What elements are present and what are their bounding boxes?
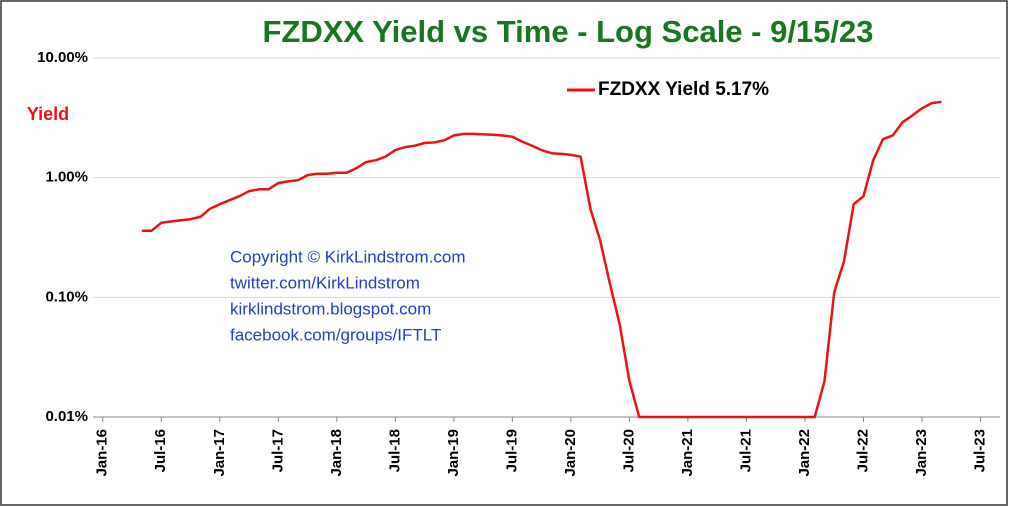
series-line [141, 100, 942, 419]
x-tick-label: Jan-23 [913, 429, 930, 477]
x-tick-label: Jul-17 [269, 429, 286, 472]
y-tick-label: 0.01% [45, 408, 88, 425]
annotation: Copyright © KirkLindstrom.com [230, 247, 466, 266]
x-tick-label: Jul-22 [854, 429, 871, 472]
x-tick-label: Jul-20 [620, 429, 637, 472]
x-tick-label: Jul-19 [503, 429, 520, 472]
x-tick-label: Jul-23 [971, 429, 988, 472]
y-tick-label: 0.10% [45, 288, 88, 305]
y-axis-label: Yield [27, 104, 69, 124]
x-tick-label: Jan-17 [211, 429, 228, 477]
x-tick-label: Jul-18 [386, 429, 403, 472]
annotation: kirklindstrom.blogspot.com [230, 299, 431, 318]
x-tick-label: Jan-22 [796, 429, 813, 477]
y-tick-label: 10.00% [37, 49, 88, 66]
x-tick-label: Jan-20 [562, 429, 579, 477]
x-tick-label: Jul-16 [152, 429, 169, 472]
x-tick-label: Jan-19 [445, 429, 462, 477]
annotation: twitter.com/KirkLindstrom [230, 273, 420, 292]
x-tick-label: Jan-21 [679, 429, 696, 477]
x-tick-label: Jan-18 [328, 429, 345, 477]
annotation: facebook.com/groups/IFTLT [230, 325, 441, 344]
chart-title: FZDXX Yield vs Time - Log Scale - 9/15/2… [262, 14, 873, 49]
x-tick-label: Jan-16 [94, 429, 111, 477]
legend-label: FZDXX Yield 5.17% [598, 79, 769, 100]
y-tick-label: 1.00% [45, 169, 88, 186]
x-tick-label: Jul-21 [737, 429, 754, 472]
